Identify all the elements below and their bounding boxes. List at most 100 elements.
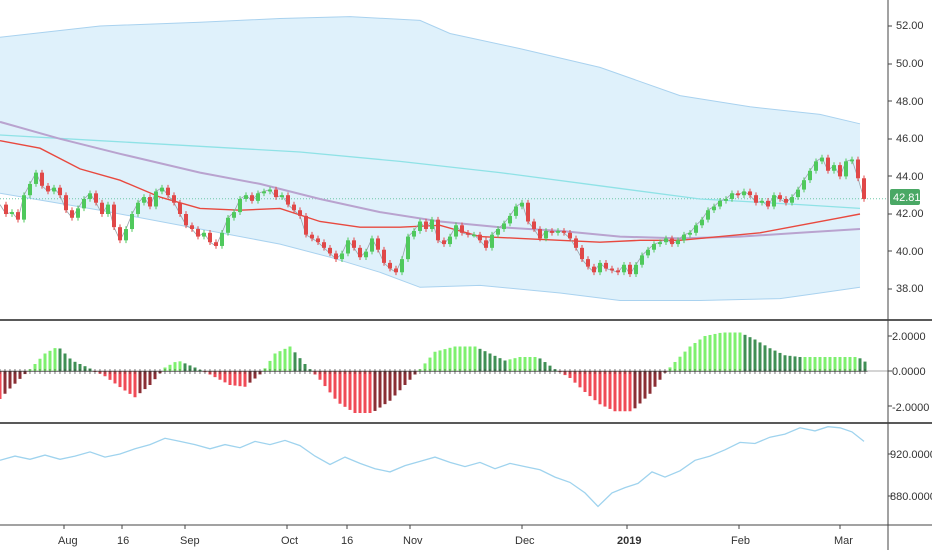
time-label: Aug <box>58 535 78 547</box>
candle-body <box>412 230 416 237</box>
histogram-bar <box>823 357 827 371</box>
histogram-marker: + <box>587 367 594 376</box>
histogram-marker: + <box>577 367 584 376</box>
candle-body <box>712 206 716 211</box>
histogram-bar <box>683 351 687 371</box>
histogram-marker: + <box>477 367 484 376</box>
histogram-marker: + <box>107 367 114 376</box>
candle-body <box>796 189 800 198</box>
candle-body <box>328 247 332 254</box>
histogram-marker: + <box>682 367 689 376</box>
histogram-marker: + <box>592 367 599 376</box>
histogram-marker: + <box>482 367 489 376</box>
histogram-marker: + <box>832 367 839 376</box>
histogram-bar <box>263 368 267 371</box>
histogram-marker: + <box>292 367 299 376</box>
histogram-marker: + <box>17 367 24 376</box>
histogram-bar <box>278 351 282 371</box>
histogram-bar <box>433 351 437 371</box>
histogram-bar <box>693 343 697 371</box>
candle-body <box>256 193 260 201</box>
histogram-bar <box>768 348 772 371</box>
candle-body <box>268 189 272 192</box>
histogram-marker: + <box>237 367 244 376</box>
candle-body <box>16 212 20 220</box>
candle-body <box>358 247 362 258</box>
histogram-bar <box>788 355 792 371</box>
candle-body <box>160 187 164 192</box>
histogram-bar <box>818 357 822 371</box>
candle-body <box>520 202 524 207</box>
histogram-marker: + <box>497 367 504 376</box>
histogram-marker: + <box>82 367 89 376</box>
histogram-marker: + <box>442 367 449 376</box>
histogram-bar <box>273 353 277 371</box>
histogram-bar <box>158 371 162 374</box>
histogram-marker: + <box>537 367 544 376</box>
histogram-bar <box>3 371 7 394</box>
oscillator-tick: 0.0000 <box>892 366 926 378</box>
histogram-marker: + <box>317 367 324 376</box>
histogram-marker: + <box>837 367 844 376</box>
histogram-bar <box>583 371 587 392</box>
price-panel[interactable] <box>0 16 888 301</box>
histogram-bar <box>203 371 207 373</box>
histogram-bar <box>598 371 602 405</box>
candle-body <box>658 242 662 245</box>
histogram-bar <box>93 371 97 372</box>
histogram-marker: + <box>777 367 784 376</box>
histogram-marker: + <box>542 367 549 376</box>
histogram-bar <box>183 363 187 371</box>
histogram-marker: + <box>347 367 354 376</box>
lower-axis[interactable]: 920.0000 880.0000 <box>890 449 932 503</box>
histogram-marker: + <box>407 367 414 376</box>
candle-body <box>532 221 536 230</box>
histogram-marker: + <box>447 367 454 376</box>
histogram-bar <box>223 371 227 383</box>
histogram-marker: + <box>332 367 339 376</box>
candle-body <box>406 236 410 260</box>
oscillator-panel[interactable]: ++++++++++++++++++++++++++++++++++++++++… <box>0 332 888 414</box>
histogram-marker: + <box>42 367 49 376</box>
histogram-bar <box>843 357 847 371</box>
candle-body <box>694 225 698 233</box>
price-tick: 52.00 <box>896 20 924 32</box>
histogram-marker: + <box>287 367 294 376</box>
histogram-marker: + <box>667 367 674 376</box>
candle-body <box>154 191 158 207</box>
histogram-bar <box>518 357 522 371</box>
histogram-marker: + <box>512 367 519 376</box>
oscillator-axis[interactable]: 2.0000 0.0000 -2.0000 <box>892 331 929 414</box>
candle-body <box>142 197 146 203</box>
histogram-bar <box>673 361 677 371</box>
time-axis[interactable]: Aug 16 Sep Oct 16 Nov Dec 2019 Feb Mar <box>58 535 853 547</box>
candle-body <box>640 255 644 265</box>
histogram-bar <box>848 357 852 371</box>
histogram-bar <box>248 371 252 383</box>
lower-panel[interactable] <box>0 426 865 508</box>
histogram-bar <box>98 371 102 374</box>
histogram-marker: + <box>687 367 694 376</box>
candle-body <box>376 238 380 250</box>
candle-body <box>472 234 476 237</box>
candle-body <box>652 244 656 250</box>
histogram-bar <box>293 352 297 371</box>
histogram-marker: + <box>517 367 524 376</box>
histogram-marker: + <box>412 367 419 376</box>
histogram-bar <box>448 347 452 371</box>
histogram-marker: + <box>647 367 654 376</box>
candle-body <box>556 230 560 233</box>
candle-body <box>346 240 350 254</box>
candle-body <box>310 234 314 239</box>
candle-body <box>844 161 848 177</box>
candle-body <box>364 251 368 258</box>
histogram-marker: + <box>352 367 359 376</box>
last-price-badge <box>890 189 920 205</box>
histogram-bar <box>473 346 477 371</box>
histogram-bar <box>8 371 12 389</box>
histogram-marker: + <box>307 367 314 376</box>
histogram-marker: + <box>177 367 184 376</box>
price-axis[interactable]: 52.00 50.00 48.00 46.00 44.00 42.00 40.0… <box>890 20 924 295</box>
histogram-bar <box>408 371 412 380</box>
